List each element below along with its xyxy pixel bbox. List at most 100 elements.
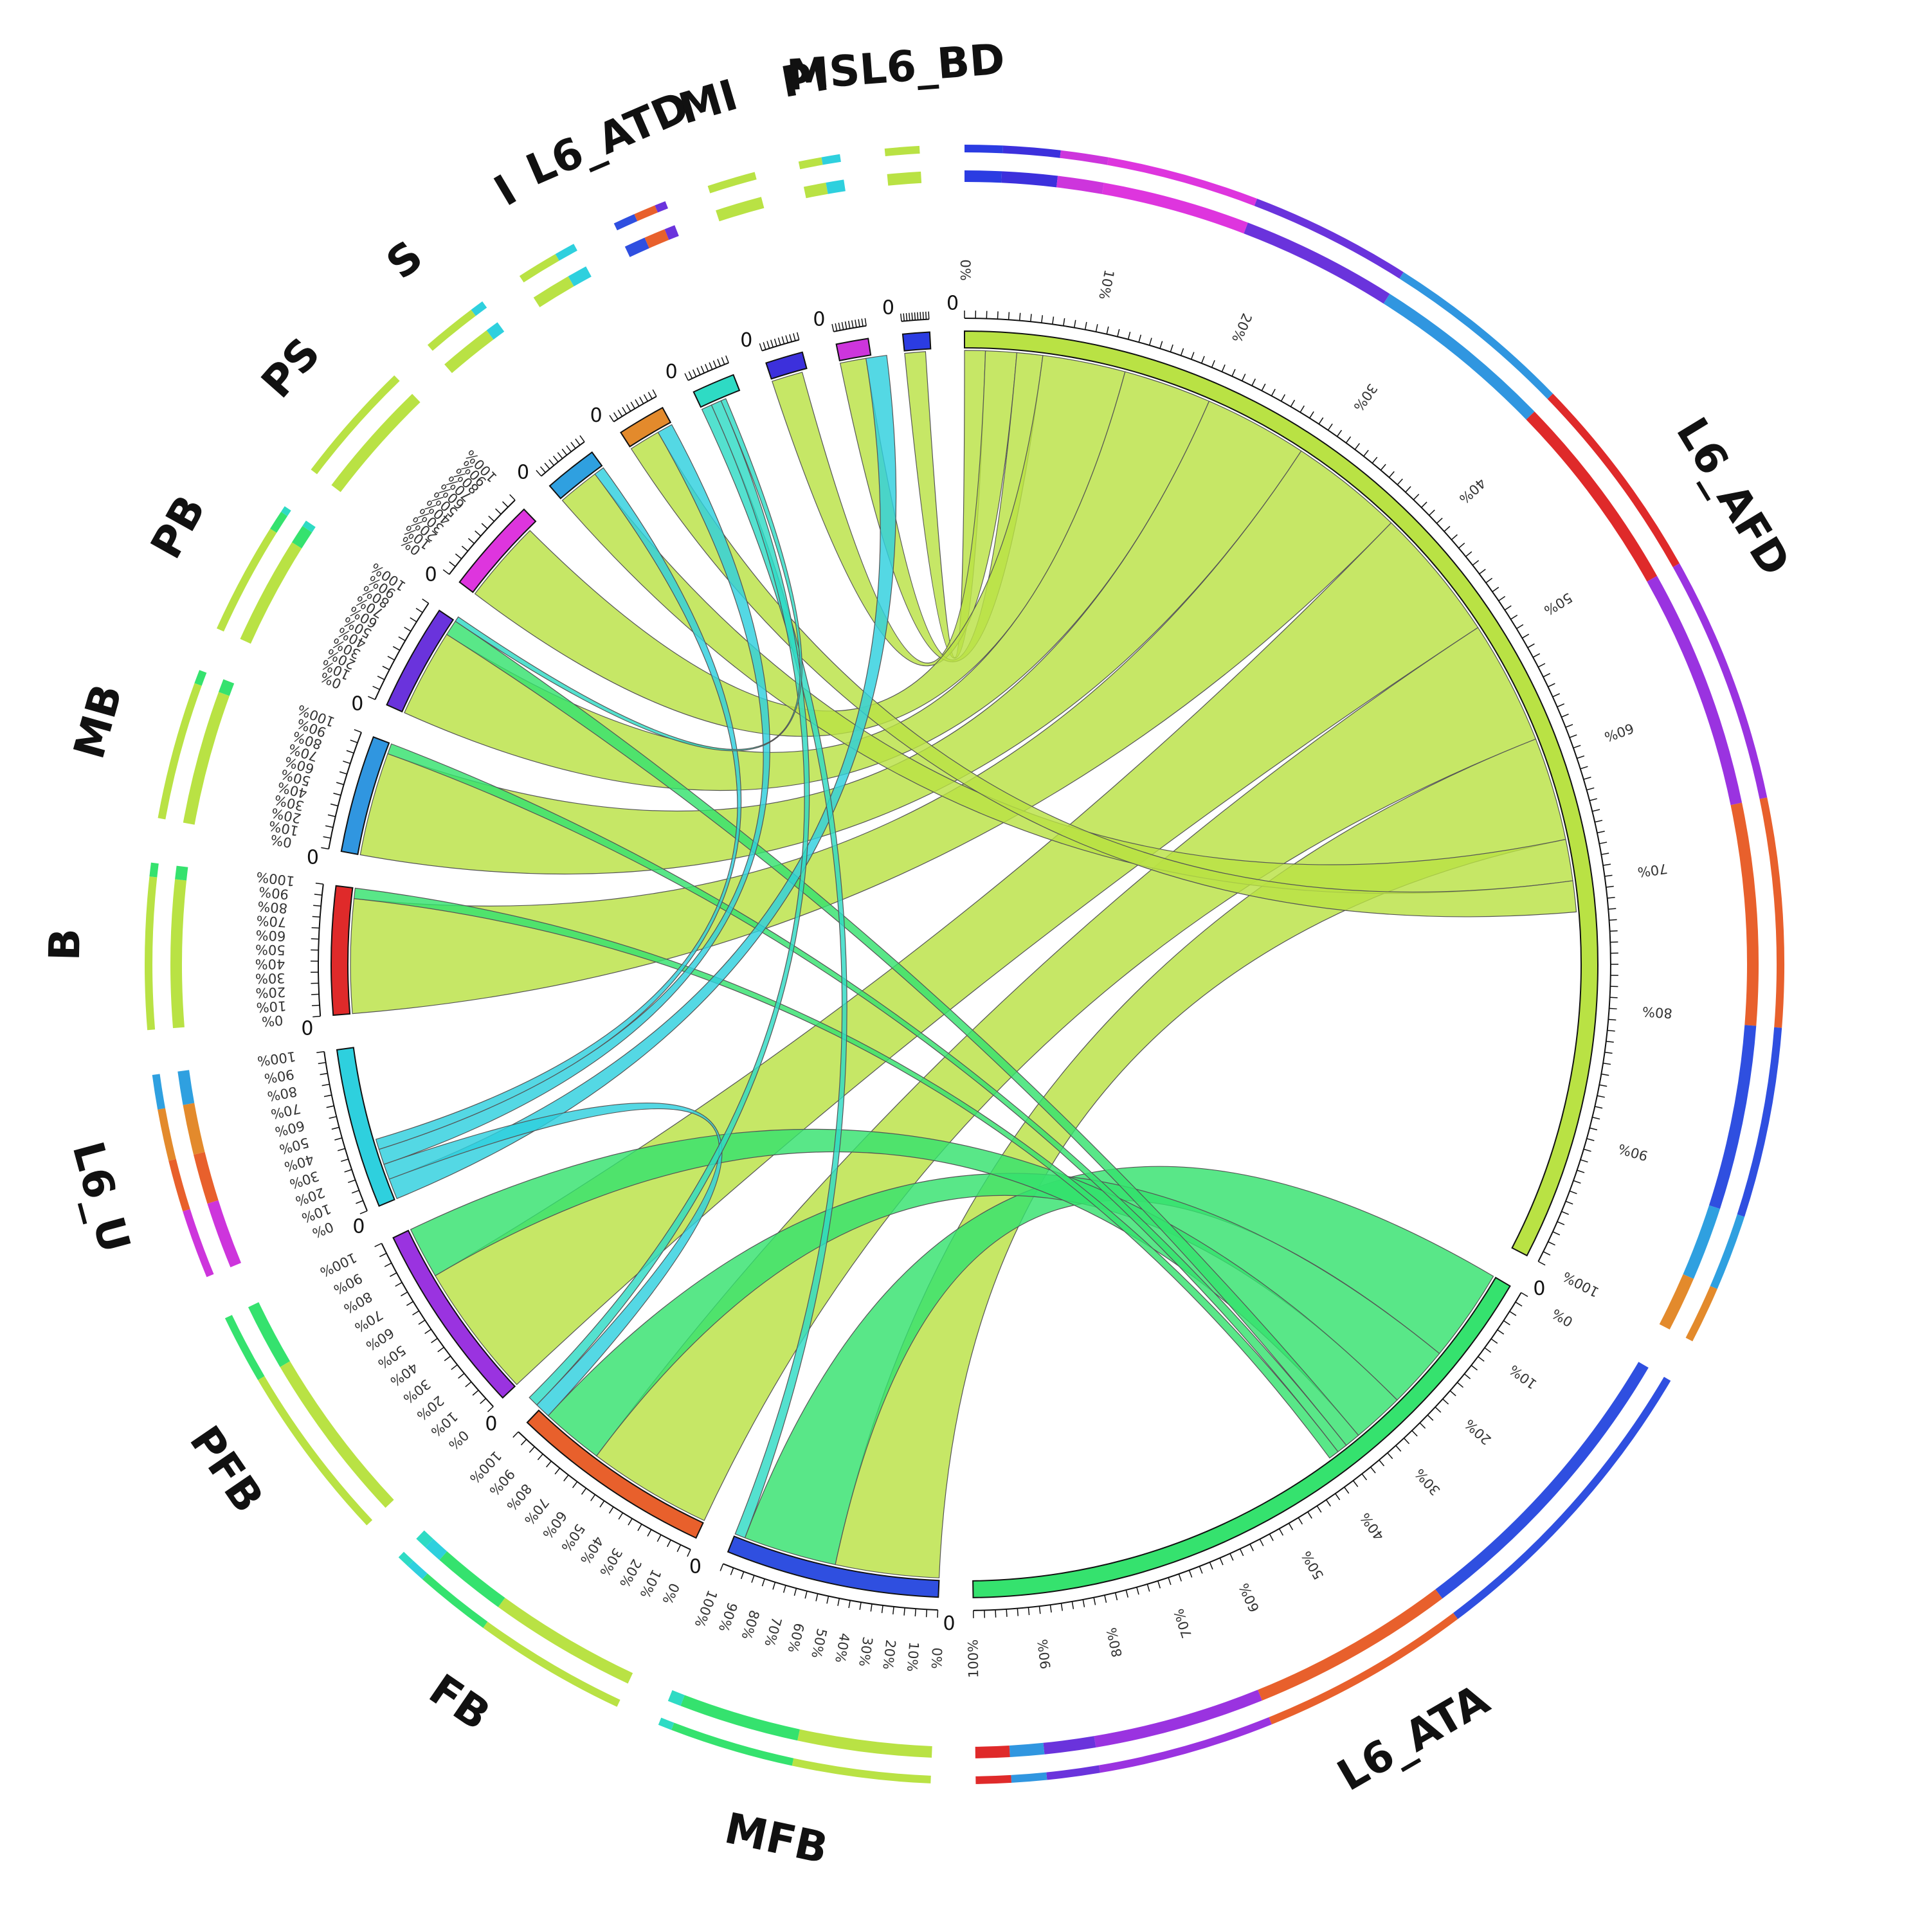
percent-tick-label: 50% xyxy=(808,1627,829,1660)
percent-tick-label: 0% xyxy=(659,1580,682,1606)
tick-mark xyxy=(419,1320,425,1324)
outer-track-MB-L6_ATA xyxy=(194,670,206,686)
outer-track-MI-L6_AFD xyxy=(708,172,757,194)
zero-label-MI: 0 xyxy=(740,329,752,352)
tick-mark xyxy=(1595,820,1602,822)
tick-mark xyxy=(1573,745,1580,748)
segment-label-MSL6_BD: MSL6_BD xyxy=(785,34,1006,100)
tick-mark xyxy=(685,374,688,381)
tick-mark xyxy=(1599,1085,1607,1086)
tick-mark xyxy=(462,546,467,551)
percent-tick-label: 100% xyxy=(257,1049,297,1069)
percent-tick-label: 20% xyxy=(1229,311,1255,345)
tick-mark xyxy=(838,323,840,330)
tick-mark xyxy=(816,1594,818,1602)
tick-mark xyxy=(701,366,704,373)
tick-mark xyxy=(893,1607,894,1614)
tick-mark xyxy=(1471,1366,1477,1370)
zero-label-FB: 0 xyxy=(689,1555,702,1578)
tick-mark xyxy=(1379,1460,1384,1466)
outer-track-PFB-L6_AFD xyxy=(258,1376,372,1525)
tick-mark xyxy=(1389,471,1394,477)
tick-mark xyxy=(468,538,474,543)
tick-mark xyxy=(628,1519,632,1525)
segment-label-L6_ATA: L6_ATA xyxy=(1329,1675,1498,1801)
outer-track-L6_ATD-FB xyxy=(634,205,658,221)
outer-track-L6_AFD-MSL6_BD xyxy=(964,170,1002,183)
tick-mark xyxy=(347,750,354,753)
tick-mark xyxy=(1553,1232,1560,1235)
segment-arc-L6_ATD xyxy=(694,375,739,407)
segment-arc-MSL6_BD xyxy=(903,332,930,351)
percent-tick-label: 30% xyxy=(255,970,285,986)
tick-mark xyxy=(580,435,584,442)
tick-mark xyxy=(1486,578,1492,582)
percent-tick-label: 40% xyxy=(255,956,285,971)
tick-mark xyxy=(1557,1222,1564,1225)
tick-mark xyxy=(1609,919,1617,920)
tick-mark xyxy=(614,413,618,419)
percent-tick-label: 20% xyxy=(880,1639,898,1670)
tick-mark xyxy=(860,1602,861,1610)
tick-mark xyxy=(332,1127,340,1129)
tick-mark xyxy=(316,883,323,884)
tick-mark xyxy=(373,686,380,689)
tick-mark xyxy=(466,1382,471,1387)
tick-mark xyxy=(794,1588,796,1596)
outer-track-S-L6_AFD xyxy=(444,330,493,374)
outer-track-L6_ATA-PB xyxy=(1044,1736,1096,1755)
outer-track-L6_U-I xyxy=(158,1108,176,1161)
tick-mark xyxy=(1420,1423,1425,1429)
outer-track-B-L6_AFD xyxy=(170,880,186,1029)
tick-mark xyxy=(997,311,998,319)
segment-label-PS: PS xyxy=(252,329,330,408)
tick-mark xyxy=(331,804,338,806)
outer-track-MSL6_BD-L6_AFD xyxy=(887,172,922,186)
outer-track-L6_ATA-PB xyxy=(1046,1765,1100,1780)
segment-label-MB: MB xyxy=(64,679,132,764)
percent-tick-label: 70% xyxy=(1636,861,1669,880)
outer-track-L6_AFD-S xyxy=(1710,1214,1744,1289)
tick-mark xyxy=(793,333,795,341)
zero-label-L6_ATD: 0 xyxy=(666,361,678,383)
tick-mark xyxy=(1610,997,1618,998)
tick-mark xyxy=(771,340,774,347)
tick-mark xyxy=(619,1513,622,1519)
tick-mark xyxy=(1538,1261,1545,1265)
tick-mark xyxy=(648,392,652,399)
outer-track-L6_AFD-FB xyxy=(1760,797,1785,1027)
tick-mark xyxy=(1105,1595,1107,1603)
tick-mark xyxy=(536,470,541,476)
tick-mark xyxy=(622,407,626,413)
percent-tick-label: 70% xyxy=(1171,1607,1195,1640)
tick-mark xyxy=(1189,1570,1191,1577)
tick-mark xyxy=(915,1609,916,1616)
tick-mark xyxy=(1603,1063,1611,1065)
tick-mark xyxy=(1017,1609,1018,1616)
tick-mark xyxy=(852,320,853,328)
tick-mark xyxy=(865,318,866,326)
outer-track-L6_ATA-MB xyxy=(1011,1773,1047,1783)
tick-mark xyxy=(1435,1407,1441,1413)
tick-mark xyxy=(1464,1374,1470,1379)
outer-track-MFB-L6_ATD xyxy=(658,1718,675,1730)
tick-mark xyxy=(1608,1019,1616,1020)
tick-mark xyxy=(1061,1603,1062,1611)
tick-mark xyxy=(325,826,333,827)
percent-tick-label: 100% xyxy=(965,1639,981,1678)
outer-track-PI-L6_U xyxy=(826,179,846,194)
tick-mark xyxy=(1137,1587,1139,1595)
tick-mark xyxy=(1328,424,1332,430)
tick-mark xyxy=(786,336,788,343)
tick-mark xyxy=(1503,1321,1510,1325)
tick-mark xyxy=(449,562,455,566)
outer-track-PB-L6_AFD xyxy=(217,528,276,631)
percent-tick-label: 90% xyxy=(1617,1141,1649,1164)
tick-mark xyxy=(547,1461,552,1467)
tick-mark xyxy=(1533,654,1540,658)
tick-mark xyxy=(1150,338,1152,345)
tick-mark xyxy=(1064,318,1065,326)
tick-mark xyxy=(928,312,929,320)
tick-mark xyxy=(1601,853,1609,854)
tick-mark xyxy=(541,467,546,473)
